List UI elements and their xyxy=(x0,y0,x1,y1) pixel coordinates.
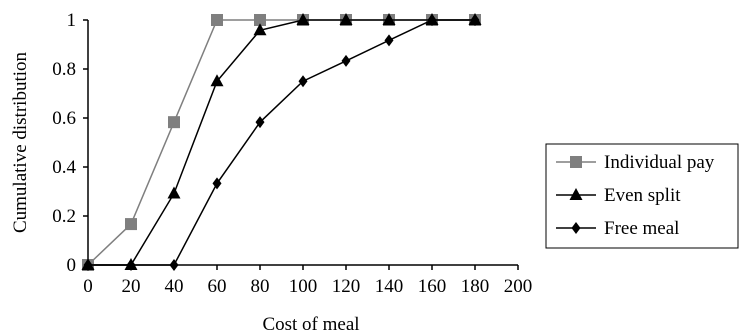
y-tick-label: 0.4 xyxy=(52,157,76,178)
data-point xyxy=(339,13,353,25)
legend-marker xyxy=(571,222,581,234)
y-tick-label: 0 xyxy=(67,255,77,276)
data-point xyxy=(341,54,351,67)
data-point xyxy=(210,74,224,87)
x-tick-label: 180 xyxy=(461,276,490,297)
series-diamond xyxy=(83,14,480,271)
series-square xyxy=(82,14,481,271)
axes: 0 0.2 0.4 0.6 0.8 1 0 20 40 60 80 100 120 140 160 180 20… xyxy=(52,10,532,297)
y-tick-label: 0.8 xyxy=(52,59,76,80)
data-point xyxy=(169,259,179,271)
legend-marker xyxy=(569,188,583,200)
legend-label: Even split xyxy=(604,185,681,206)
data-point xyxy=(212,177,222,190)
y-tick-label: 0.2 xyxy=(52,206,76,227)
data-point xyxy=(298,75,308,88)
x-tick-label: 20 xyxy=(122,276,141,297)
legend-marker xyxy=(570,156,582,168)
y-axis-title: Cumulative distribution xyxy=(10,51,31,233)
x-tick-label: 140 xyxy=(375,276,404,297)
data-point xyxy=(253,23,267,36)
x-tick-label: 100 xyxy=(289,276,318,297)
x-tick-label: 60 xyxy=(208,276,227,297)
y-tick-label: 0.6 xyxy=(52,108,76,129)
series-line xyxy=(88,19,475,266)
legend-label: Free meal xyxy=(604,218,679,239)
data-point xyxy=(83,259,93,271)
series-line xyxy=(88,19,475,266)
x-tick-label: 0 xyxy=(83,276,93,297)
x-tick-label: 40 xyxy=(165,276,184,297)
data-point xyxy=(168,116,180,129)
data-point xyxy=(255,116,265,129)
data-point xyxy=(296,13,310,25)
data-point xyxy=(384,34,394,47)
data-point xyxy=(427,14,437,26)
series-layer xyxy=(81,13,482,271)
legend-label: Individual pay xyxy=(604,152,715,173)
x-tick-label: 120 xyxy=(332,276,361,297)
x-tick-label: 160 xyxy=(418,276,447,297)
legend: Individual pay Even split Free meal xyxy=(545,143,739,249)
data-point xyxy=(254,14,266,26)
data-point xyxy=(125,218,137,231)
x-axis-title: Cost of meal xyxy=(262,314,359,335)
x-tick-label: 200 xyxy=(504,276,533,297)
series-triangle xyxy=(81,13,482,270)
data-point xyxy=(126,259,136,271)
series-line xyxy=(87,19,475,266)
data-point xyxy=(167,186,181,199)
x-tick-label: 80 xyxy=(251,276,270,297)
data-point xyxy=(470,14,480,26)
y-tick-label: 1 xyxy=(67,10,77,31)
data-point xyxy=(382,13,396,25)
data-point xyxy=(211,14,223,26)
